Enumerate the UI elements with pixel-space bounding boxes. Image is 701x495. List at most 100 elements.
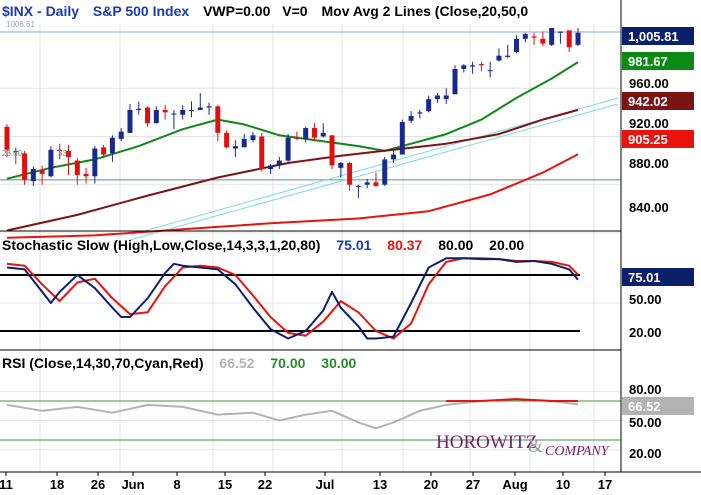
candle-body — [320, 132, 326, 137]
candle-body — [57, 149, 63, 151]
stochastic-axis-label: 50.00 — [629, 292, 662, 307]
stochastic-d-value: 80.37 — [387, 237, 422, 253]
candle-body — [514, 38, 520, 53]
header-mavg: Mov Avg 2 Lines (Close,20,50,0 — [321, 3, 528, 19]
candle-body — [118, 131, 124, 139]
candle-body — [426, 99, 432, 112]
candle-body — [461, 65, 467, 69]
price-tag-ma20: 981.67 — [622, 52, 694, 70]
x-axis-label: Jun — [121, 477, 144, 492]
candle-body — [355, 185, 361, 187]
candle-body — [215, 106, 221, 133]
candle-body — [145, 107, 151, 124]
candle-body — [478, 64, 484, 66]
x-axis-label: 20 — [424, 477, 438, 492]
stochastic-line-80.37 — [6, 257, 579, 340]
rsi-value: 66.52 — [219, 355, 254, 371]
candle-body — [259, 136, 265, 170]
header-symbol: $INX - Daily — [2, 3, 79, 19]
x-axis-label: 13 — [373, 477, 387, 492]
candle-body — [373, 182, 379, 186]
stochastic-tag: 75.01 — [622, 268, 694, 286]
stochastic-title: Stochastic Slow (High,Low,Close,14,3,3,1… — [2, 237, 320, 253]
candle-body — [74, 160, 80, 176]
x-axis-label: 17 — [598, 477, 612, 492]
x-axis-label: 11 — [0, 477, 13, 492]
logo-sub: COMPANY — [545, 444, 611, 459]
price-tag-ma50: 942.02 — [622, 92, 694, 110]
rsi-axis-label: 80.00 — [629, 382, 662, 397]
rsi-lower: 30.00 — [321, 355, 356, 371]
candle-body — [347, 163, 353, 185]
candle-body — [13, 150, 19, 153]
candle-body — [22, 153, 28, 180]
candle-body — [101, 147, 107, 155]
x-axis-label: 26 — [91, 477, 105, 492]
price-axis-label: 880.00 — [629, 156, 669, 171]
price-tag-ma200: 905.25 — [622, 130, 694, 148]
candle-body — [276, 160, 282, 166]
candle-body — [505, 55, 511, 57]
candle-body — [470, 65, 476, 67]
candle-body — [83, 173, 89, 177]
svg-text:1,005.81: 1,005.81 — [628, 29, 679, 44]
candle-body — [452, 68, 458, 95]
candle-body — [197, 107, 203, 110]
stochastic-line-75.01 — [6, 257, 579, 340]
price-axis: 960.00 920.00 880.00 840.00 — [629, 76, 669, 215]
candle-body — [540, 38, 546, 44]
x-axis: 11 18 26 Jun 8 15 22 Jul 13 20 27 Aug 10 17 — [0, 472, 612, 492]
rsi-line-66.52 — [6, 398, 579, 430]
x-axis-label: Jul — [316, 477, 335, 492]
candle-body — [250, 135, 256, 141]
header-vwp: VWP=0.00 — [203, 3, 271, 19]
price-tag-close: 1,005.81 — [622, 27, 694, 45]
svg-text:942.02: 942.02 — [628, 94, 668, 109]
candle-body — [303, 128, 309, 139]
x-axis-label: 15 — [218, 477, 232, 492]
fib-left-label: 23.60 — [2, 149, 23, 158]
x-axis-label: 27 — [466, 477, 480, 492]
candle-body — [338, 163, 344, 168]
candle-body — [65, 150, 71, 157]
candle-body — [92, 148, 98, 177]
price-axis-label: 840.00 — [629, 200, 669, 215]
stochastic-lower: 20.00 — [489, 237, 524, 253]
candle-body — [311, 128, 317, 138]
svg-text:75.01: 75.01 — [628, 270, 661, 285]
candle-body — [285, 137, 291, 161]
candle-body — [294, 137, 300, 139]
candle-body — [180, 109, 186, 115]
rsi-axis-label: 50.00 — [629, 415, 662, 430]
candle-body — [557, 31, 563, 33]
moving-average-line-50 — [6, 108, 579, 232]
candle-body — [232, 146, 238, 149]
rsi-tag: 66.52 — [622, 397, 694, 415]
price-axis-label: 960.00 — [629, 76, 669, 91]
stochastic-lines — [6, 257, 579, 340]
svg-text:905.25: 905.25 — [628, 132, 668, 147]
candle-body — [136, 108, 142, 110]
candle-body — [531, 36, 537, 38]
candle-body — [206, 106, 212, 108]
trendline-lower — [129, 103, 619, 241]
candle-body — [268, 165, 274, 170]
candle-body — [109, 137, 115, 154]
candle-body — [329, 135, 335, 166]
candle-body — [522, 33, 528, 39]
rsi-upper: 70.00 — [270, 355, 305, 371]
rsi-title: RSI (Close,14,30,70,Cyan,Red) — [2, 355, 204, 371]
rsi-overbought-line — [446, 398, 578, 402]
candle-body — [224, 132, 230, 148]
stochastic-upper: 80.00 — [438, 237, 473, 253]
candle-body — [48, 149, 54, 177]
gridlines — [0, 24, 621, 472]
fib-mid-label: 33 — [58, 149, 67, 158]
candle-body — [4, 126, 10, 150]
reference-lines — [0, 31, 621, 441]
candle-body — [171, 113, 177, 115]
candle-body — [127, 109, 133, 133]
header-name: S&P 500 Index — [93, 3, 189, 19]
